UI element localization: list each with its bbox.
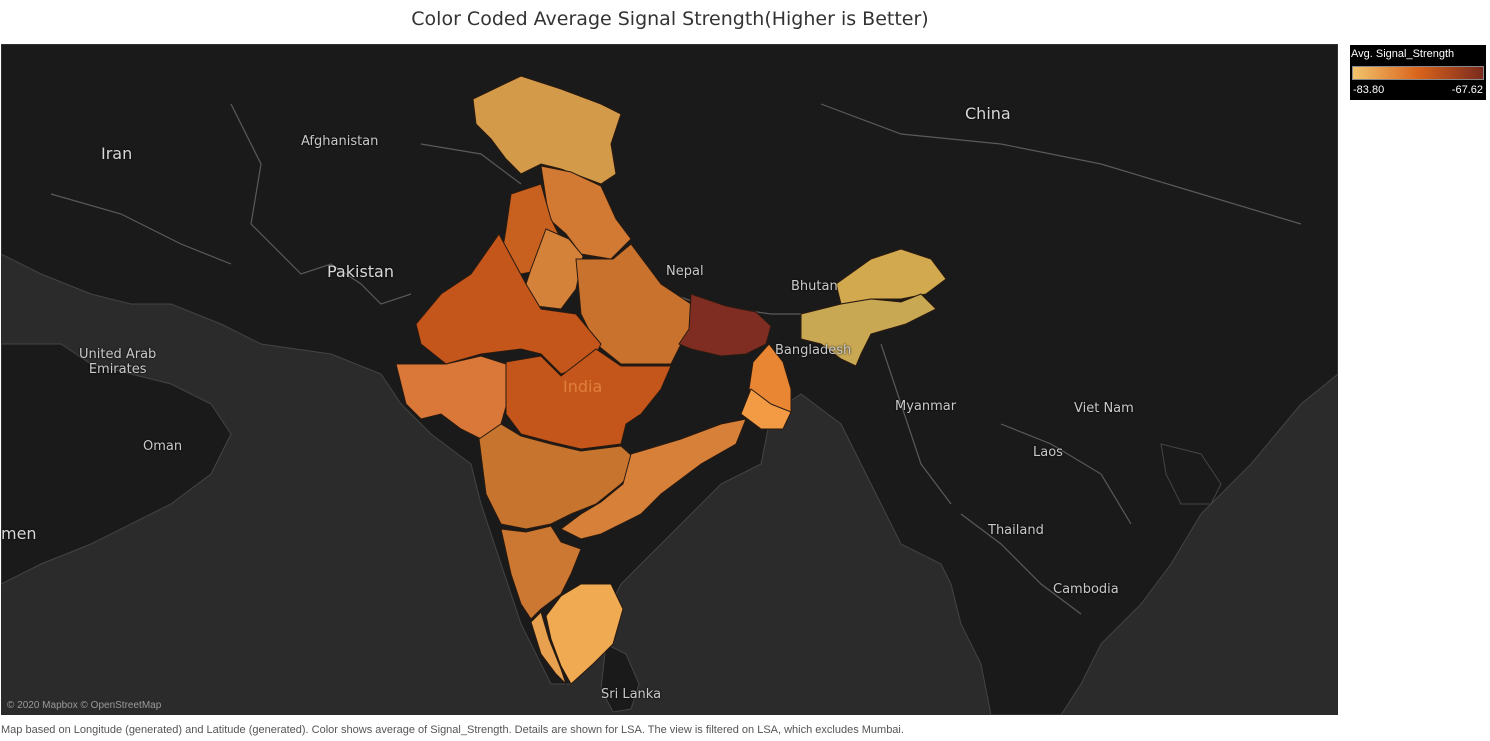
region-jammu-kashmir[interactable]: [472, 75, 622, 185]
label-yemen-partial: men: [1, 524, 37, 543]
label-sri-lanka: Sri Lanka: [601, 687, 662, 702]
map-canvas[interactable]: [1, 44, 1338, 715]
region-kolkata[interactable]: [740, 388, 792, 430]
region-haryana[interactable]: [525, 228, 584, 310]
region-bihar[interactable]: [678, 293, 772, 357]
label-laos: Laos: [1033, 445, 1063, 460]
legend-min-value: -83.80: [1353, 84, 1385, 96]
label-iran: Iran: [101, 144, 133, 163]
label-china: China: [965, 104, 1011, 123]
legend-max-value: -67.62: [1451, 84, 1483, 96]
land-srilanka: [600, 643, 640, 713]
region-rajasthan[interactable]: [415, 233, 602, 375]
legend-title: Avg. Signal_Strength: [1351, 48, 1455, 60]
india-regions[interactable]: [395, 75, 947, 685]
country-borders: [50, 103, 1302, 615]
land-sea-asia: [1160, 443, 1222, 505]
label-pakistan: Pakistan: [327, 262, 394, 281]
label-uae: United Arab Emirates: [79, 347, 157, 377]
region-karnataka[interactable]: [500, 525, 582, 620]
label-thailand: Thailand: [988, 523, 1044, 538]
color-legend: Avg. Signal_Strength -83.80 -67.62: [1350, 45, 1486, 100]
label-nepal: Nepal: [666, 264, 704, 279]
label-vietnam: Viet Nam: [1074, 401, 1134, 416]
region-maharashtra[interactable]: [478, 423, 642, 530]
label-afghanistan: Afghanistan: [301, 134, 379, 149]
label-bhutan: Bhutan: [791, 279, 838, 294]
label-oman: Oman: [143, 439, 183, 454]
region-andhra[interactable]: [560, 418, 747, 540]
label-cambodia: Cambodia: [1053, 582, 1119, 597]
map-caption: Map based on Longitude (generated) and L…: [1, 724, 904, 736]
map-attribution[interactable]: © 2020 Mapbox © OpenStreetMap: [7, 700, 162, 711]
region-himachal[interactable]: [540, 165, 632, 260]
region-tamil-nadu[interactable]: [545, 583, 624, 685]
legend-color-ramp: [1352, 66, 1484, 80]
label-bangladesh: Bangladesh: [775, 343, 852, 358]
region-kerala[interactable]: [530, 611, 567, 685]
region-assam[interactable]: [800, 293, 937, 367]
label-india: India: [563, 377, 603, 396]
land-arabia: [1, 343, 232, 585]
region-madhya-pradesh[interactable]: [505, 348, 672, 450]
map-view[interactable]: Iran Afghanistan Pakistan China Nepal Bh…: [1, 44, 1338, 715]
chart-title: Color Coded Average Signal Strength(High…: [411, 8, 929, 30]
label-myanmar: Myanmar: [895, 399, 957, 414]
